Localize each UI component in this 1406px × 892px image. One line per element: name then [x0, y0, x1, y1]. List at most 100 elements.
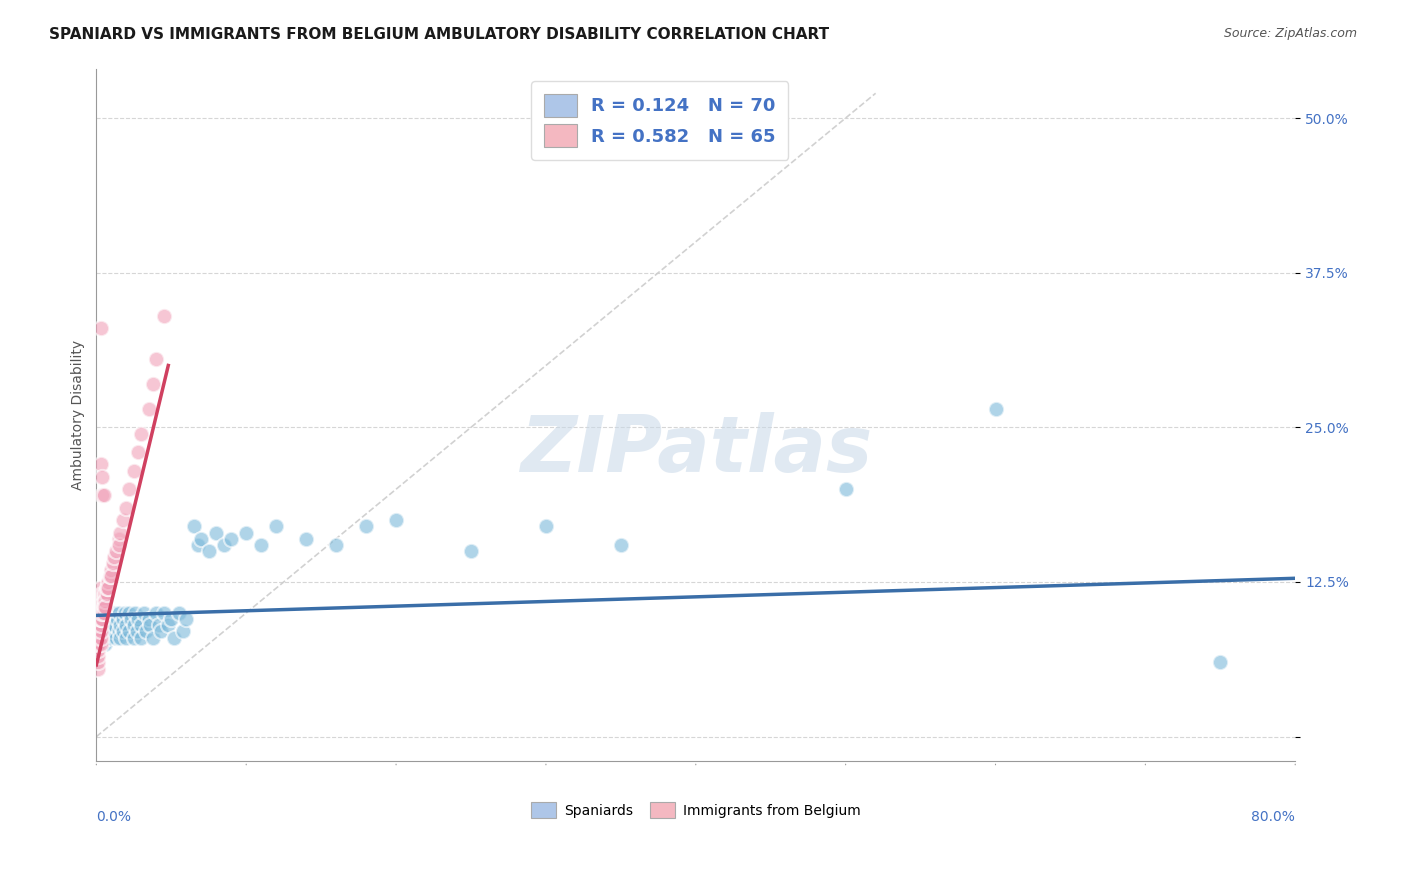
- Point: [145, 352, 167, 367]
- Point: [90, 581, 112, 595]
- Point: [124, 606, 146, 620]
- Point: [96, 606, 118, 620]
- Point: [89, 618, 111, 632]
- Point: [103, 606, 125, 620]
- Point: [87, 649, 110, 664]
- Point: [325, 538, 347, 552]
- Point: [97, 631, 120, 645]
- Point: [149, 624, 172, 639]
- Point: [90, 599, 112, 614]
- Point: [104, 544, 127, 558]
- Text: ZIPatlas: ZIPatlas: [520, 411, 872, 488]
- Point: [103, 618, 125, 632]
- Point: [96, 581, 118, 595]
- Point: [110, 631, 132, 645]
- Point: [183, 519, 205, 533]
- Point: [131, 631, 153, 645]
- Point: [90, 637, 112, 651]
- Point: [89, 631, 111, 645]
- Point: [108, 538, 131, 552]
- Point: [134, 606, 156, 620]
- Point: [100, 569, 122, 583]
- Point: [93, 631, 115, 645]
- Point: [98, 569, 121, 583]
- Point: [167, 606, 190, 620]
- Point: [97, 612, 120, 626]
- Point: [94, 593, 117, 607]
- Point: [1209, 656, 1232, 670]
- Point: [90, 593, 112, 607]
- Point: [100, 618, 122, 632]
- Point: [142, 631, 165, 645]
- Point: [118, 482, 141, 496]
- Point: [87, 662, 110, 676]
- Point: [105, 612, 128, 626]
- Point: [91, 470, 114, 484]
- Point: [131, 618, 153, 632]
- Point: [91, 612, 114, 626]
- Point: [120, 612, 142, 626]
- Point: [93, 612, 115, 626]
- Point: [163, 631, 186, 645]
- Point: [385, 513, 408, 527]
- Point: [90, 587, 112, 601]
- Point: [91, 599, 114, 614]
- Point: [97, 574, 120, 589]
- Point: [87, 656, 110, 670]
- Point: [90, 321, 112, 335]
- Point: [138, 612, 160, 626]
- Point: [90, 618, 112, 632]
- Point: [104, 631, 127, 645]
- Point: [90, 631, 112, 645]
- Point: [87, 624, 110, 639]
- Point: [152, 606, 174, 620]
- Point: [115, 618, 138, 632]
- Text: SPANIARD VS IMMIGRANTS FROM BELGIUM AMBULATORY DISABILITY CORRELATION CHART: SPANIARD VS IMMIGRANTS FROM BELGIUM AMBU…: [49, 27, 830, 42]
- Point: [131, 426, 153, 441]
- Legend: Spaniards, Immigrants from Belgium: Spaniards, Immigrants from Belgium: [526, 797, 866, 823]
- Point: [534, 519, 557, 533]
- Point: [160, 612, 183, 626]
- Point: [89, 612, 111, 626]
- Point: [90, 606, 112, 620]
- Point: [145, 606, 167, 620]
- Point: [834, 482, 856, 496]
- Point: [89, 637, 111, 651]
- Point: [90, 612, 112, 626]
- Point: [100, 612, 122, 626]
- Point: [97, 581, 120, 595]
- Point: [114, 606, 136, 620]
- Point: [205, 525, 228, 540]
- Point: [197, 544, 219, 558]
- Point: [135, 624, 157, 639]
- Point: [87, 637, 110, 651]
- Point: [460, 544, 482, 558]
- Point: [127, 612, 149, 626]
- Point: [122, 631, 145, 645]
- Point: [93, 606, 115, 620]
- Point: [89, 624, 111, 639]
- Point: [91, 606, 114, 620]
- Point: [112, 612, 135, 626]
- Point: [94, 587, 117, 601]
- Point: [94, 599, 117, 614]
- Point: [112, 513, 135, 527]
- Point: [100, 563, 122, 577]
- Point: [118, 624, 141, 639]
- Point: [610, 538, 633, 552]
- Point: [90, 612, 112, 626]
- Point: [157, 618, 180, 632]
- Text: 0.0%: 0.0%: [97, 810, 131, 824]
- Point: [101, 624, 124, 639]
- Point: [295, 532, 318, 546]
- Point: [96, 587, 118, 601]
- Point: [91, 488, 114, 502]
- Point: [110, 618, 132, 632]
- Point: [235, 525, 257, 540]
- Point: [219, 532, 242, 546]
- Point: [112, 624, 135, 639]
- Point: [148, 618, 170, 632]
- Point: [91, 593, 114, 607]
- Point: [250, 538, 273, 552]
- Point: [174, 612, 197, 626]
